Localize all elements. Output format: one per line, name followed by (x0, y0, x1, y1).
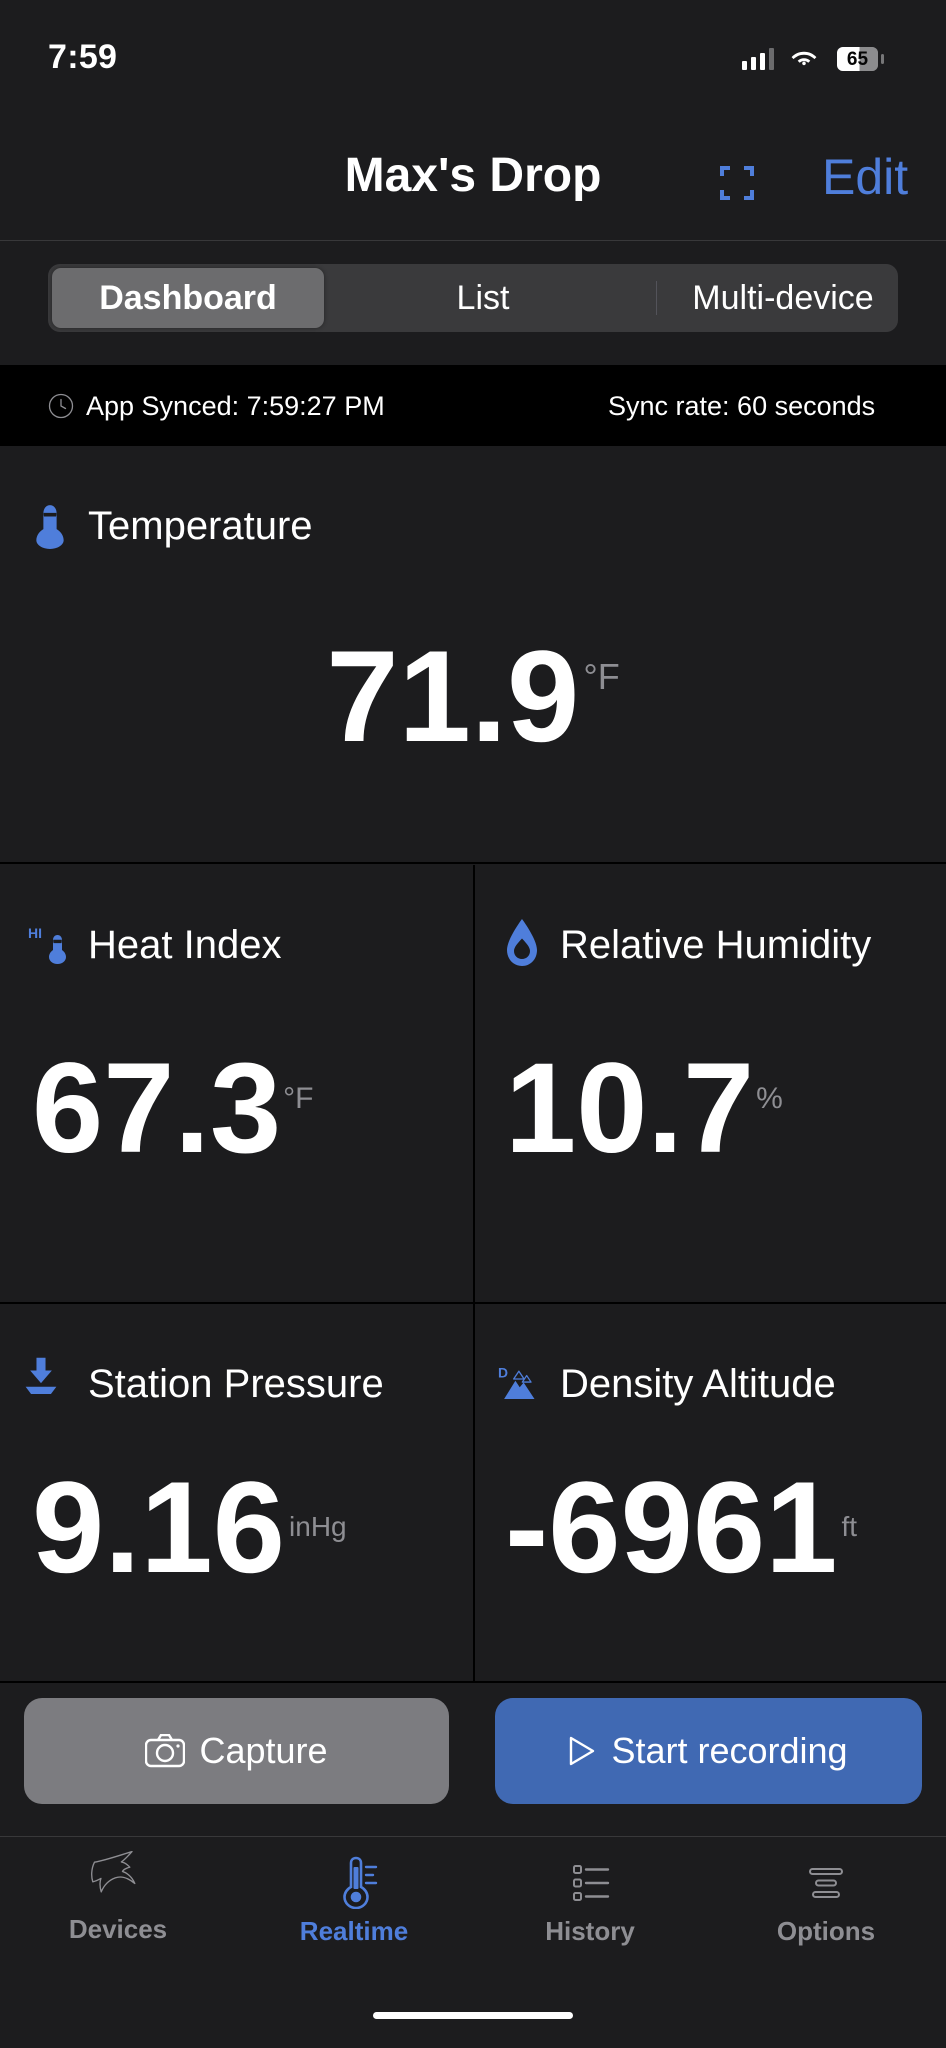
svg-text:HI: HI (28, 925, 42, 941)
svg-text:D: D (498, 1366, 508, 1380)
svg-text:65: 65 (847, 49, 869, 70)
